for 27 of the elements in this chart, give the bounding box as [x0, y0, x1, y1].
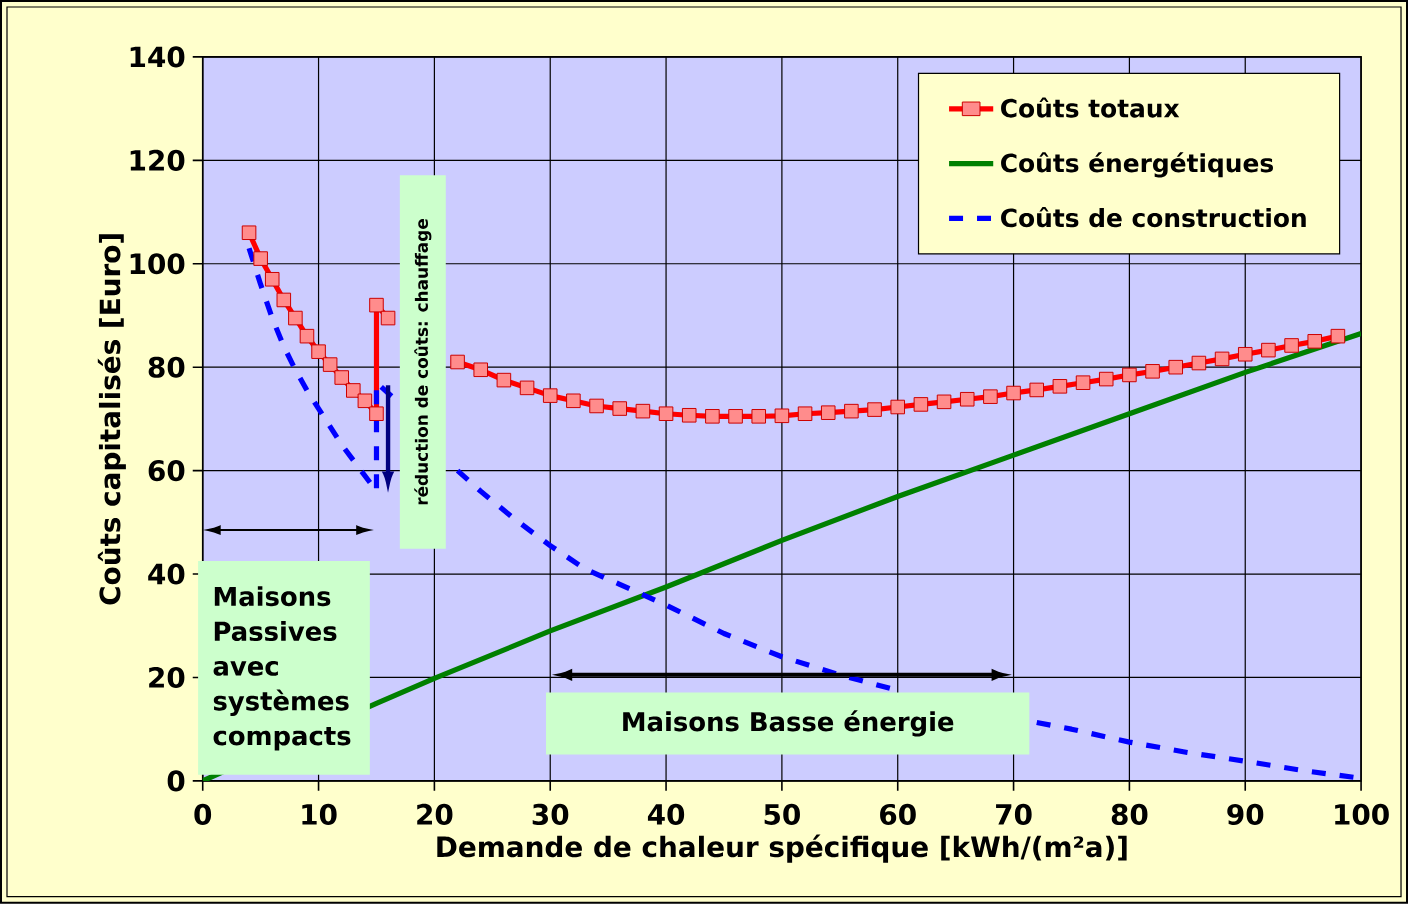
annotation: Maisons Basse énergie — [623, 710, 954, 737]
x-tick-label: 20 — [417, 804, 453, 826]
x-tick-label: 0 — [194, 804, 212, 826]
y-axis-title: Coûts capitalisés [Euro] — [97, 234, 126, 605]
x-tick-label: 50 — [764, 804, 800, 826]
y-tick-label: 80 — [148, 356, 185, 378]
legend-label: Coûts énergétiques — [1001, 152, 1273, 178]
x-tick-label: 60 — [880, 804, 916, 826]
y-tick-label: 40 — [148, 563, 185, 585]
y-tick-label: 0 — [167, 770, 185, 792]
x-tick-label: 90 — [1227, 804, 1264, 826]
x-tick-label: 10 — [302, 804, 337, 826]
x-tick-label: 40 — [647, 804, 685, 826]
y-tick-label: 100 — [130, 253, 185, 275]
x-tick-label: 70 — [996, 804, 1032, 826]
legend-label: Coûts de construction — [1001, 207, 1306, 228]
annotation: réduction de coûts: chauffage — [414, 219, 432, 505]
x-tick-label: 100 — [1335, 804, 1389, 826]
y-tick-label: 140 — [130, 46, 185, 68]
y-tick-label: 20 — [149, 667, 185, 689]
annotation: Maisons Passives avec systèmes compacts — [213, 586, 351, 751]
legend-label: Coûts totaux — [1001, 97, 1180, 118]
y-tick-label: 60 — [148, 460, 185, 482]
x-tick-label: 30 — [532, 804, 569, 826]
x-axis-title: Demande de chaleur spécifique [kWh/(m²a)] — [437, 834, 1127, 863]
y-tick-label: 120 — [130, 149, 185, 172]
x-tick-label: 80 — [1111, 804, 1148, 826]
